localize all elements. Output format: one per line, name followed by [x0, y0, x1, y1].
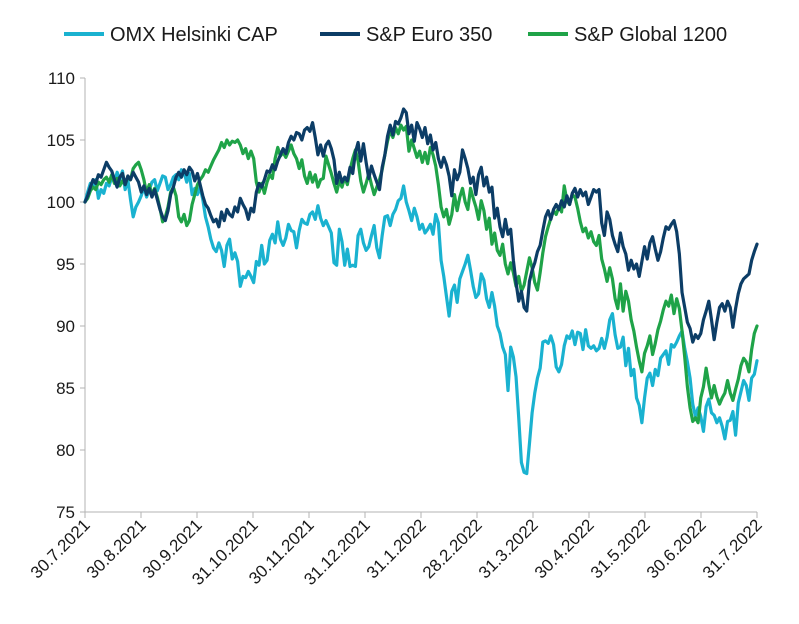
x-tick-label: 30.8.2021: [83, 515, 150, 582]
y-tick-label: 105: [47, 131, 75, 150]
x-tick-label: 28.2.2022: [419, 515, 486, 582]
series-line-omx-helsinki-cap: [83, 168, 759, 476]
y-tick-label: 80: [56, 441, 75, 460]
y-tick-label: 85: [56, 379, 75, 398]
x-tick-label: 30.6.2022: [643, 515, 710, 582]
y-tick-label: 95: [56, 255, 75, 274]
x-tick-label: 31.7.2022: [699, 515, 766, 582]
legend: OMX Helsinki CAP S&P Euro 350 S&P Global 1…: [64, 24, 727, 46]
legend-label: S&P Euro 350: [366, 24, 492, 46]
y-tick-label: 100: [47, 193, 75, 212]
legend-label: S&P Global 1200: [574, 24, 727, 46]
x-tick-label: 31.5.2022: [587, 515, 654, 582]
y-tick-label: 75: [56, 503, 75, 522]
y-tick-label: 110: [48, 69, 75, 88]
x-tick-label: 31.1.2022: [363, 515, 430, 582]
series-group: [83, 107, 759, 476]
x-tick-label: 30.7.2021: [27, 515, 94, 582]
series-line-s-p-euro-350: [83, 107, 759, 344]
x-tick-label: 31.3.2022: [475, 515, 542, 582]
legend-label: OMX Helsinki CAP: [110, 24, 278, 46]
x-tick-label: 30.4.2022: [531, 515, 598, 582]
series-line-s-p-global-1200: [83, 123, 759, 425]
y-tick-label: 90: [56, 317, 75, 336]
